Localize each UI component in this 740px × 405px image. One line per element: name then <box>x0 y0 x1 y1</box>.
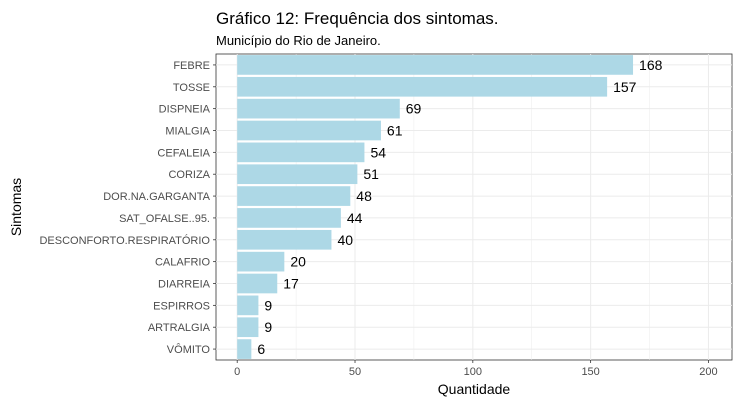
bar <box>237 120 381 141</box>
data-label: 44 <box>347 210 363 226</box>
data-label: 61 <box>387 123 403 139</box>
x-tick-label: 100 <box>464 366 482 378</box>
y-tick-label: DOR.NA.GARGANTA <box>103 191 210 203</box>
y-tick-label: CALAFRIO <box>155 257 210 269</box>
bar <box>237 142 365 163</box>
y-tick-label: SAT_OFALSE..95. <box>119 213 210 225</box>
data-label: 9 <box>264 297 272 313</box>
y-tick-label: CORIZA <box>168 169 210 181</box>
bars <box>237 55 634 359</box>
chart-subtitle: Município do Rio de Janeiro. <box>216 33 381 48</box>
bar <box>237 76 608 97</box>
y-tick-label: DESCONFORTO.RESPIRATÓRIO <box>39 234 210 247</box>
chart-title: Gráfico 12: Frequência dos sintomas. <box>216 9 499 28</box>
y-tick-label: TOSSE <box>173 82 210 94</box>
x-tick-label: 150 <box>581 366 599 378</box>
bar <box>237 317 259 338</box>
x-tick-label: 0 <box>234 366 240 378</box>
y-tick-label: DIARREIA <box>158 279 211 291</box>
y-tick-labels: FEBRE TOSSE DISPNEIA MIALGIA CEFALEIA CORIZA D… <box>39 60 216 356</box>
bar <box>237 339 252 359</box>
data-label: 17 <box>283 276 299 292</box>
data-label: 40 <box>337 232 353 248</box>
bar <box>237 251 285 272</box>
x-axis-title: Quantidade <box>438 381 511 397</box>
bar <box>237 98 400 119</box>
bar <box>237 273 278 294</box>
data-label: 20 <box>290 254 306 270</box>
x-tick-labels: 0 50 100 150 200 <box>234 360 718 378</box>
y-tick-label: ESPIRROS <box>153 300 210 312</box>
data-label: 9 <box>264 319 272 335</box>
data-label: 168 <box>639 57 663 73</box>
data-label: 69 <box>406 101 422 117</box>
data-label: 48 <box>356 188 372 204</box>
y-axis-title: Sintomas <box>8 178 24 236</box>
bar <box>237 55 634 75</box>
bar <box>237 295 259 316</box>
y-tick-label: MIALGIA <box>165 126 210 138</box>
data-label: 54 <box>370 144 386 160</box>
bar <box>237 164 358 185</box>
data-label: 157 <box>613 79 637 95</box>
bar <box>237 229 332 250</box>
y-tick-label: ARTRALGIA <box>148 322 211 334</box>
y-tick-label: CEFALEIA <box>157 147 210 159</box>
x-tick-label: 50 <box>349 366 361 378</box>
data-label: 51 <box>363 166 379 182</box>
y-tick-label: VÔMITO <box>167 343 211 356</box>
x-tick-label: 200 <box>699 366 717 378</box>
y-tick-label: FEBRE <box>173 60 210 72</box>
y-tick-label: DISPNEIA <box>159 104 211 116</box>
bar <box>237 208 341 228</box>
bar <box>237 186 351 206</box>
data-label: 6 <box>257 341 265 357</box>
